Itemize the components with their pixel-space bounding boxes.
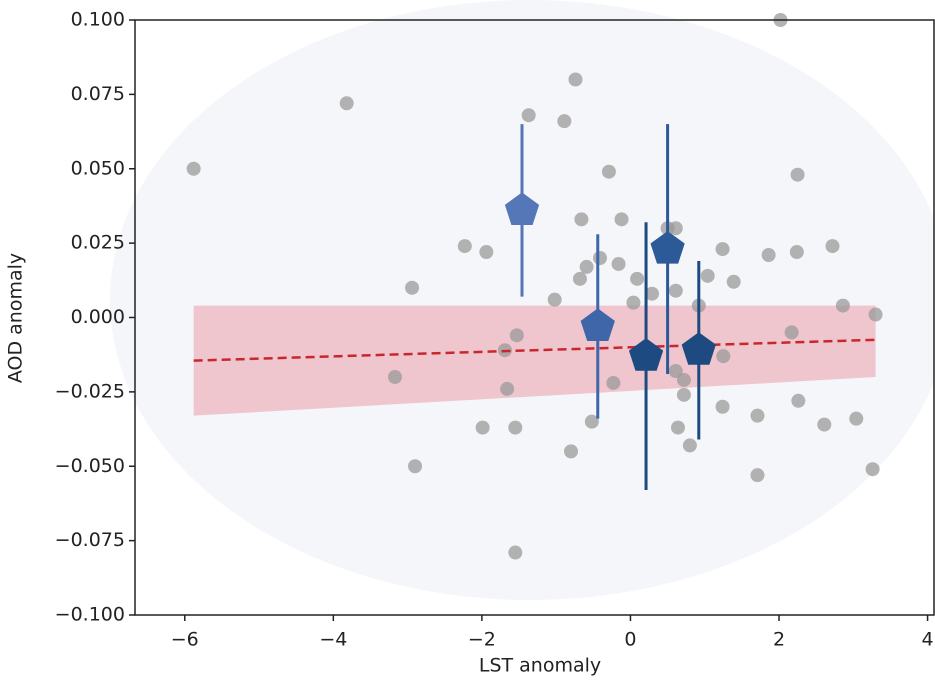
y-tick-label: 0.025 — [71, 232, 125, 254]
point — [408, 459, 423, 474]
point — [817, 417, 832, 432]
y-axis-label: AOD anomaly — [5, 253, 27, 383]
point — [479, 245, 494, 260]
point — [475, 420, 490, 435]
x-tick-label: −4 — [319, 629, 347, 651]
y-tick-label: 0.075 — [71, 83, 125, 105]
y-tick-label: −0.025 — [55, 380, 125, 402]
point — [761, 248, 776, 263]
point — [592, 251, 607, 265]
point — [716, 349, 731, 364]
point — [339, 96, 354, 111]
point — [849, 411, 864, 426]
y-tick-label: −0.075 — [55, 529, 125, 551]
point — [789, 245, 804, 260]
point — [670, 420, 685, 435]
point — [676, 372, 691, 387]
x-tick-label: 2 — [773, 629, 785, 651]
point — [611, 256, 626, 271]
point — [750, 408, 765, 423]
y-tick-label: 0.100 — [71, 9, 125, 31]
point — [508, 420, 523, 435]
point — [790, 167, 805, 182]
point — [457, 239, 472, 254]
highlight-marker — [580, 308, 615, 341]
point — [584, 414, 599, 429]
point — [521, 108, 536, 123]
fit-line — [193, 338, 876, 362]
point — [865, 462, 880, 477]
point — [668, 364, 683, 379]
y-tick-label: −0.100 — [55, 604, 125, 626]
point — [186, 161, 201, 176]
point — [668, 283, 683, 298]
point — [606, 375, 621, 390]
point — [630, 271, 645, 286]
point — [682, 438, 697, 453]
x-tick-label: 0 — [624, 629, 636, 651]
point — [835, 298, 850, 313]
point — [508, 545, 523, 560]
point — [784, 325, 799, 340]
point — [614, 212, 629, 227]
point — [791, 393, 806, 408]
highlight-marker — [504, 192, 540, 225]
point — [547, 292, 562, 307]
point — [574, 212, 589, 227]
point — [387, 370, 402, 384]
point — [579, 259, 594, 274]
point — [509, 328, 524, 343]
point — [557, 114, 572, 129]
point — [568, 72, 583, 87]
highlight-marker — [628, 338, 664, 371]
point — [715, 399, 730, 414]
point — [564, 444, 579, 459]
y-tick-label: −0.050 — [55, 455, 125, 477]
y-tick-label: 0.050 — [71, 157, 125, 179]
point — [405, 280, 420, 295]
x-axis-label: LST anomaly — [479, 655, 601, 677]
point — [676, 387, 691, 402]
point — [644, 286, 659, 301]
point — [825, 239, 840, 254]
point — [601, 164, 616, 179]
point — [750, 468, 765, 483]
point — [500, 381, 515, 396]
point — [700, 268, 715, 283]
y-tick-label: 0.000 — [71, 306, 125, 328]
x-tick-label: −2 — [468, 629, 496, 651]
x-tick-label: 4 — [922, 629, 934, 651]
highlight-marker — [650, 231, 685, 264]
point — [726, 274, 741, 289]
point — [626, 295, 641, 310]
point — [715, 242, 730, 257]
map-backdrop — [110, 0, 935, 600]
point — [572, 271, 587, 286]
highlight-marker — [681, 332, 716, 365]
x-tick-label: −6 — [171, 629, 199, 651]
confidence-band — [193, 305, 876, 416]
point — [868, 307, 883, 322]
